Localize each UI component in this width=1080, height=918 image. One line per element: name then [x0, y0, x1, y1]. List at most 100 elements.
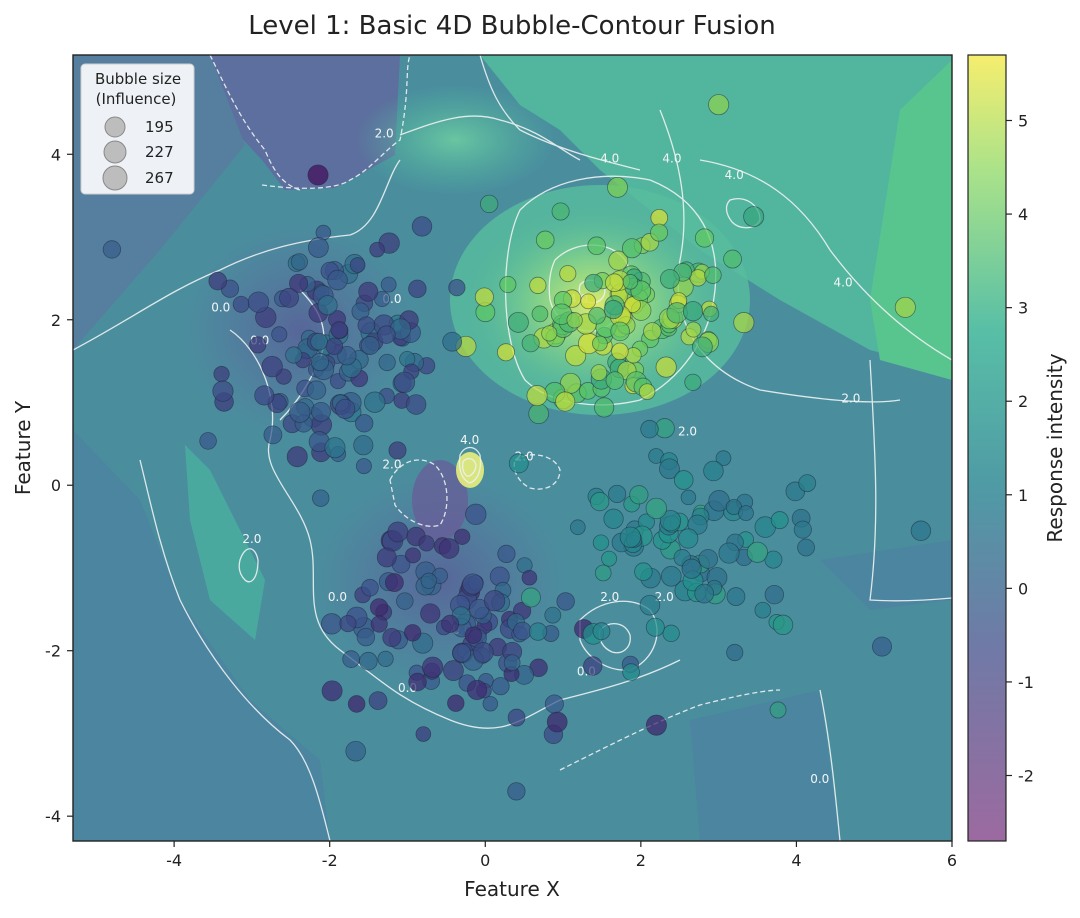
bubble — [249, 336, 267, 354]
bubble — [507, 708, 526, 727]
bubble — [559, 265, 577, 283]
contour-line-spike-inner — [461, 457, 477, 477]
contour-label: 4.0 — [662, 152, 681, 166]
bubble — [271, 326, 288, 343]
bubble — [483, 590, 506, 612]
contour-label: 0.0 — [328, 590, 347, 604]
contour-region-upper-right — [480, 55, 952, 370]
bubble — [521, 334, 540, 353]
plot-frame — [72, 54, 953, 842]
contour-region-right-mid — [820, 540, 952, 610]
bubble — [655, 356, 677, 378]
colorbar-tick-label: 4 — [1018, 205, 1028, 224]
legend-entry-large: 267 — [145, 169, 174, 187]
bubble — [684, 373, 702, 391]
bubble — [497, 343, 515, 362]
bubble — [376, 547, 397, 568]
bubble — [645, 497, 668, 520]
bubble — [339, 614, 357, 633]
bubble — [659, 509, 682, 532]
bubble — [232, 295, 250, 313]
contour-region-far-right — [870, 60, 952, 380]
bubble — [310, 352, 330, 372]
bubble — [604, 273, 624, 293]
bubble — [528, 622, 548, 641]
bubble — [619, 526, 642, 548]
bubble — [544, 694, 564, 714]
y-tick-label: -2 — [45, 642, 61, 661]
bubble — [871, 636, 892, 657]
bubble — [311, 401, 331, 422]
bubble — [603, 299, 624, 320]
bubble — [894, 296, 916, 318]
contour-label: 2.0 — [382, 458, 401, 472]
bubble — [358, 281, 379, 302]
bubble — [639, 594, 661, 616]
y-axis-ticks: -4 -2 0 2 4 — [45, 145, 73, 826]
bubble — [466, 679, 488, 701]
bubble — [479, 194, 499, 214]
bubble — [393, 371, 416, 393]
bubble — [497, 544, 516, 564]
x-tick-label: -2 — [322, 851, 338, 870]
bubble — [443, 660, 464, 682]
y-axis-label: Feature Y — [11, 400, 35, 495]
x-tick-label: -4 — [166, 851, 182, 870]
bubble — [474, 287, 494, 307]
colorbar-gradient — [967, 54, 1007, 842]
bubble — [199, 432, 217, 450]
bubble — [703, 460, 724, 482]
contour-region-low-top — [73, 55, 400, 190]
contour-line-zero-bottom-right — [819, 689, 841, 841]
legend-entry-medium: 227 — [145, 143, 174, 161]
bubble — [355, 414, 374, 433]
bubble — [535, 230, 555, 250]
bubble — [420, 572, 437, 589]
bubble — [289, 273, 309, 293]
colorbar-tick-label: -2 — [1018, 767, 1034, 786]
contour-region-bottom-right — [690, 690, 840, 841]
bubble — [405, 394, 427, 415]
contour-label: 0.0 — [810, 772, 829, 786]
bubble — [208, 271, 228, 291]
contour-label: 2.0 — [678, 425, 697, 439]
bubble — [359, 651, 378, 671]
bubble — [342, 650, 360, 668]
contour-line-neg-left — [209, 55, 301, 191]
bubble — [380, 276, 397, 293]
bubble — [368, 691, 388, 710]
bubble — [723, 249, 742, 269]
bubble — [349, 257, 366, 273]
bubble — [662, 624, 680, 643]
x-tick-label: 2 — [636, 851, 646, 870]
bubble — [355, 458, 372, 475]
bubble — [698, 549, 718, 569]
bubble — [566, 312, 583, 329]
contour-line-four-right — [699, 159, 952, 361]
bubble — [507, 311, 529, 333]
bubble — [369, 598, 389, 617]
bubble — [689, 269, 707, 287]
contour-line-dip — [389, 459, 448, 527]
bubble — [438, 538, 460, 559]
bubble — [594, 397, 615, 418]
contour-line-zero-left-bottom — [139, 459, 331, 841]
bubble — [415, 726, 432, 742]
x-tick-label: 6 — [947, 851, 957, 870]
bubble — [279, 287, 299, 308]
bubble — [715, 450, 732, 467]
bubble — [660, 565, 682, 587]
bubble — [529, 276, 547, 294]
bubble — [565, 345, 587, 367]
contour-line-neg-bottom — [559, 689, 781, 771]
bubble — [718, 542, 740, 564]
bubble — [369, 241, 385, 258]
colorbar: -2 -1 0 1 2 3 4 5 Response intensity — [967, 54, 1067, 842]
bubble — [592, 534, 610, 551]
bubble — [551, 202, 570, 221]
bubble — [797, 538, 815, 557]
plot-area: 4.04.04.04.04.04.02.02.02.02.02.02.02.02… — [73, 55, 952, 841]
bubble — [452, 643, 472, 663]
bubble — [472, 642, 494, 663]
bubble — [335, 398, 356, 420]
